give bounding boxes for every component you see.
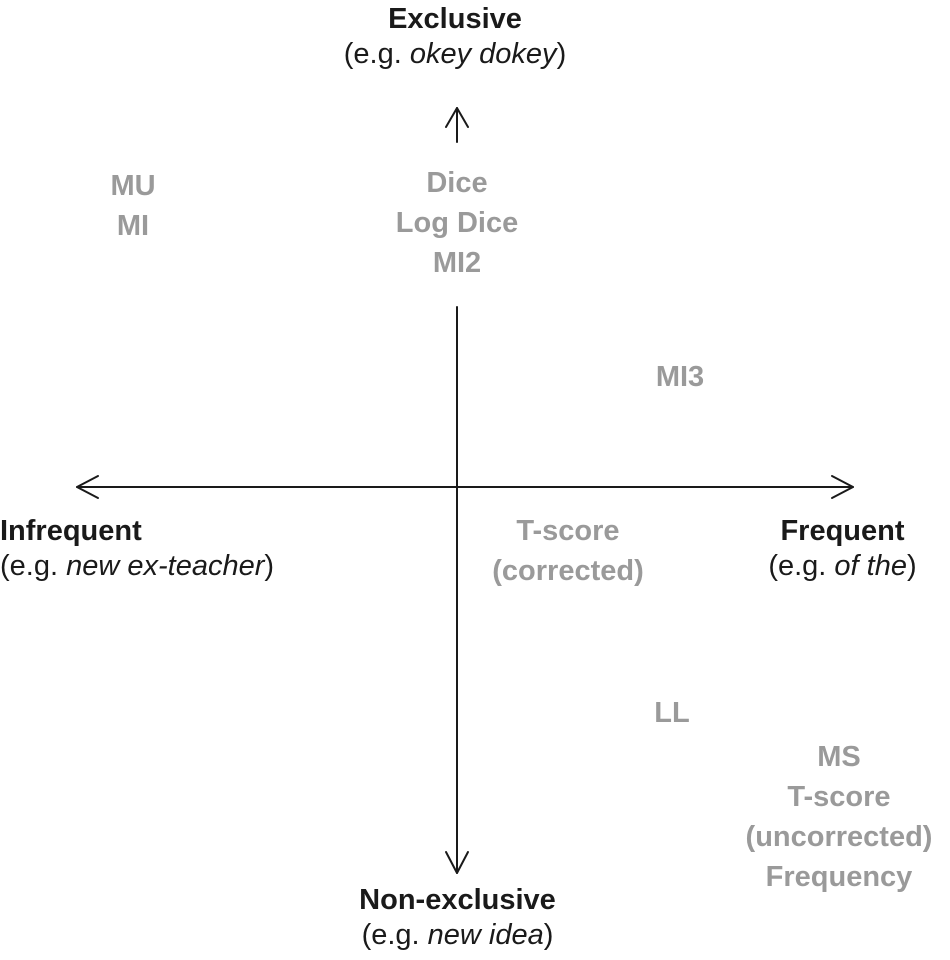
measure-label: Frequency <box>765 861 913 893</box>
measure-label: Dice <box>426 167 488 199</box>
measure-label: (corrected) <box>492 555 644 587</box>
measure-group-top-left: MU MI <box>83 166 183 246</box>
pole-top-title: Exclusive <box>388 3 522 35</box>
measure-label: (uncorrected) <box>745 821 933 853</box>
measure-group-center-right: T-score (corrected) <box>468 511 668 591</box>
measure-label: T-score <box>516 515 620 547</box>
measure-label: Log Dice <box>395 207 519 239</box>
pole-bottom-example: (e.g. new idea) <box>361 918 554 951</box>
measure-group-top-center: Dice Log Dice MI2 <box>357 163 557 283</box>
pole-top-example: (e.g. okey dokey) <box>343 37 567 70</box>
up-arrowhead <box>445 107 469 128</box>
pole-left: Infrequent (e.g. new ex-teacher) <box>0 514 318 584</box>
pole-top: Exclusive (e.g. okey dokey) <box>300 2 610 72</box>
measure-label: MI3 <box>655 361 705 393</box>
pole-right-example: (e.g. of the) <box>768 549 917 582</box>
left-arrowhead <box>76 475 99 499</box>
pole-left-example: (e.g. new ex-teacher) <box>0 549 275 582</box>
right-arrowhead <box>831 475 854 499</box>
pole-right: Frequent (e.g. of the) <box>745 514 940 584</box>
measure-label: MS <box>817 741 861 773</box>
pole-left-title: Infrequent <box>0 515 142 547</box>
measure-label: LL <box>654 697 690 729</box>
measure-label: MU <box>110 170 156 202</box>
measure-group-lower-right: LL <box>622 693 722 733</box>
measure-group-upper-right: MI3 <box>620 357 740 397</box>
measure-label: MI2 <box>432 247 482 279</box>
pole-right-title: Frequent <box>780 515 905 547</box>
measure-label: T-score <box>787 781 891 813</box>
down-arrowhead <box>445 851 469 874</box>
pole-bottom: Non-exclusive (e.g. new idea) <box>300 883 615 953</box>
measure-group-bottom-right: MS T-score (uncorrected) Frequency <box>730 737 948 897</box>
measure-label: MI <box>116 210 150 242</box>
pole-bottom-title: Non-exclusive <box>359 884 556 916</box>
